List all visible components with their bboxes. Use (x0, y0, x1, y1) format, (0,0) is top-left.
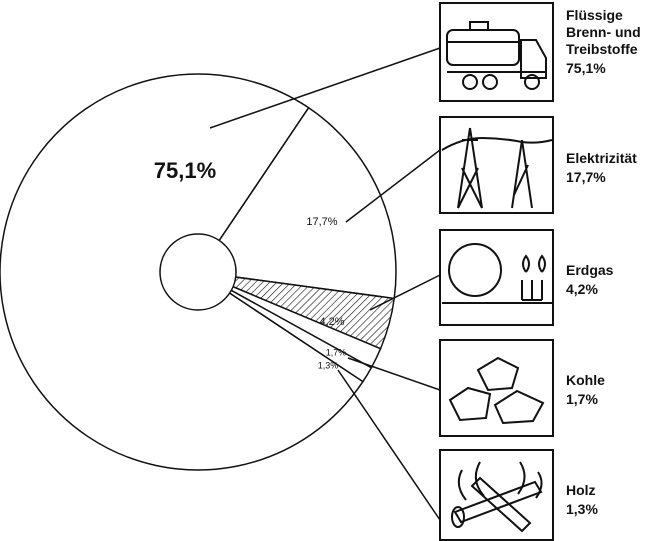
leader-line (338, 370, 440, 520)
slice-label: 4,2% (319, 316, 344, 328)
slice-label: 1,7% (326, 347, 347, 357)
legend-value: 17,7% (566, 169, 664, 186)
donut-hole (160, 234, 236, 310)
pie: 75,1% 17,7% 4,2% 1,7% 1,3% (0, 48, 440, 520)
icon-box (440, 230, 553, 325)
slice-label: 17,7% (306, 216, 337, 228)
legend-name: Erdgas (566, 262, 664, 279)
icon-box (440, 340, 553, 436)
page: 75,1% 17,7% 4,2% 1,7% 1,3% (0, 0, 664, 541)
chart: 75,1% 17,7% 4,2% 1,7% 1,3% (0, 0, 664, 541)
legend-name: Elektrizität (566, 150, 664, 167)
icons (440, 3, 553, 540)
legend-value: 75,1% (566, 60, 664, 77)
legend-value: 1,7% (566, 391, 664, 408)
legend-value: 1,3% (566, 501, 664, 518)
legend-name: Flüssige Brenn- und Treibstoffe (566, 7, 664, 58)
icon-box (440, 117, 553, 213)
legend-name: Holz (566, 482, 664, 499)
slice-label: 1,3% (318, 360, 339, 370)
slice-label: 75,1% (154, 158, 216, 183)
legend-name: Kohle (566, 372, 664, 389)
legend-value: 4,2% (566, 281, 664, 298)
